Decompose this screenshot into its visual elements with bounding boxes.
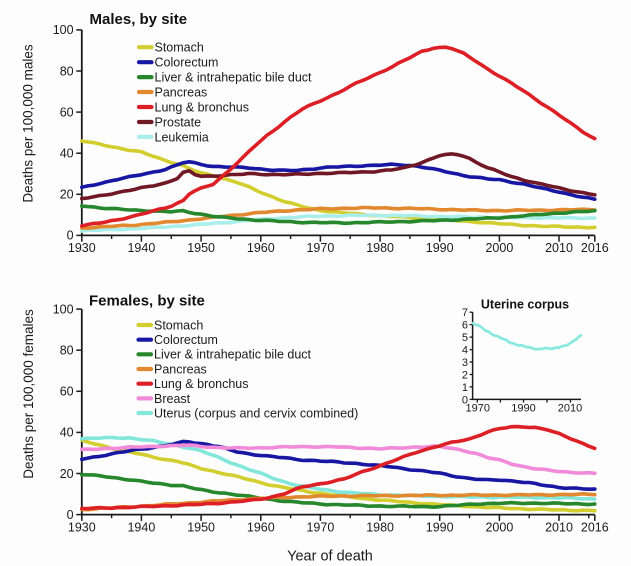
- svg-text:Deaths per 100,000 females: Deaths per 100,000 females: [21, 309, 36, 479]
- svg-text:1970: 1970: [306, 241, 334, 255]
- svg-text:5: 5: [462, 332, 468, 344]
- svg-text:100: 100: [53, 302, 74, 316]
- svg-text:2016: 2016: [581, 241, 609, 255]
- svg-text:4: 4: [462, 345, 468, 357]
- svg-text:Uterine corpus: Uterine corpus: [481, 298, 569, 312]
- svg-text:1930: 1930: [68, 241, 96, 255]
- svg-text:2010: 2010: [545, 241, 573, 255]
- svg-text:80: 80: [60, 64, 74, 78]
- svg-text:Stomach: Stomach: [155, 41, 204, 55]
- svg-text:Deaths per 100,000 males: Deaths per 100,000 males: [21, 44, 36, 203]
- svg-text:1960: 1960: [247, 241, 275, 255]
- svg-text:60: 60: [60, 105, 74, 119]
- svg-text:Uterus (corpus and cervix comb: Uterus (corpus and cervix combined): [154, 406, 358, 420]
- svg-text:2016: 2016: [581, 520, 609, 534]
- svg-text:100: 100: [53, 23, 74, 37]
- svg-text:6: 6: [462, 320, 468, 332]
- svg-text:20: 20: [60, 467, 74, 481]
- svg-text:Males, by site: Males, by site: [90, 11, 188, 28]
- svg-text:20: 20: [60, 188, 74, 202]
- svg-text:2000: 2000: [485, 241, 513, 255]
- svg-text:Breast: Breast: [154, 392, 191, 406]
- svg-text:1940: 1940: [127, 241, 155, 255]
- svg-text:1940: 1940: [127, 520, 155, 534]
- svg-text:1960: 1960: [247, 520, 275, 534]
- svg-text:2010: 2010: [545, 520, 573, 534]
- svg-text:Prostate: Prostate: [155, 115, 202, 129]
- svg-text:7: 7: [462, 307, 468, 319]
- svg-text:2010: 2010: [558, 403, 582, 415]
- svg-text:2: 2: [462, 369, 468, 381]
- svg-text:Lung & bronchus: Lung & bronchus: [155, 100, 250, 114]
- svg-text:Lung & bronchus: Lung & bronchus: [154, 377, 249, 391]
- svg-text:1970: 1970: [466, 403, 490, 415]
- svg-text:60: 60: [60, 385, 74, 399]
- svg-text:40: 40: [60, 147, 74, 161]
- svg-text:80: 80: [60, 344, 74, 358]
- svg-text:1930: 1930: [68, 520, 96, 534]
- svg-text:Pancreas: Pancreas: [155, 86, 208, 100]
- svg-text:Pancreas: Pancreas: [154, 362, 207, 376]
- svg-text:Liver & intrahepatic bile duct: Liver & intrahepatic bile duct: [155, 71, 313, 85]
- svg-text:1950: 1950: [187, 241, 215, 255]
- svg-text:0: 0: [67, 229, 74, 243]
- svg-text:40: 40: [60, 426, 74, 440]
- svg-text:0: 0: [462, 394, 468, 406]
- svg-text:1990: 1990: [426, 520, 454, 534]
- svg-text:2000: 2000: [485, 520, 513, 534]
- svg-text:Leukemia: Leukemia: [155, 130, 209, 144]
- svg-text:0: 0: [67, 508, 74, 522]
- svg-text:Colorectum: Colorectum: [155, 56, 219, 70]
- svg-text:Colorectum: Colorectum: [154, 333, 218, 347]
- svg-text:1980: 1980: [366, 241, 394, 255]
- svg-text:Liver & intrahepatic bile duct: Liver & intrahepatic bile duct: [154, 348, 312, 362]
- svg-text:1980: 1980: [366, 520, 394, 534]
- svg-text:Stomach: Stomach: [154, 318, 203, 332]
- svg-text:Year of death: Year of death: [287, 549, 373, 565]
- svg-text:1990: 1990: [511, 403, 535, 415]
- svg-text:1990: 1990: [426, 241, 454, 255]
- svg-text:1970: 1970: [306, 520, 334, 534]
- svg-text:1950: 1950: [187, 520, 215, 534]
- svg-text:Females, by site: Females, by site: [89, 293, 205, 310]
- svg-text:3: 3: [462, 357, 468, 369]
- svg-text:1: 1: [462, 382, 468, 394]
